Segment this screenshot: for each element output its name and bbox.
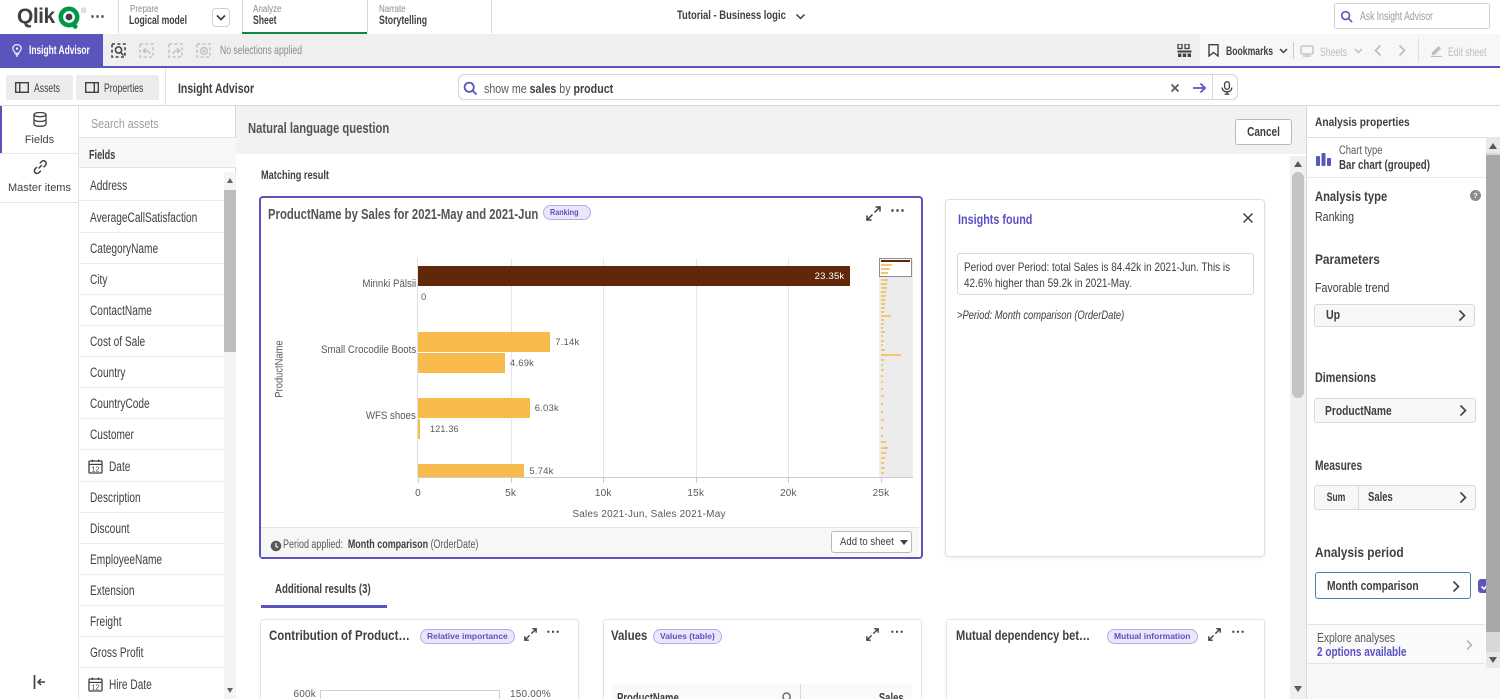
svg-text:12: 12 xyxy=(91,682,99,691)
svg-text:?: ? xyxy=(1473,191,1478,200)
svg-text:12: 12 xyxy=(91,464,99,473)
